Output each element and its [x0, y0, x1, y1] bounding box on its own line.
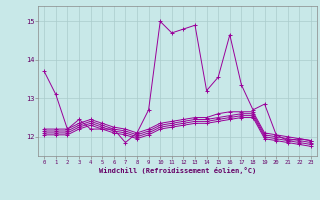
X-axis label: Windchill (Refroidissement éolien,°C): Windchill (Refroidissement éolien,°C): [99, 167, 256, 174]
